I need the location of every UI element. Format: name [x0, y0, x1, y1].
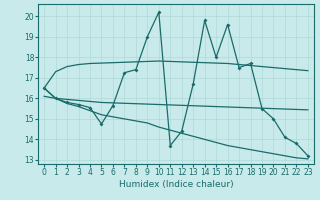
X-axis label: Humidex (Indice chaleur): Humidex (Indice chaleur) — [119, 180, 233, 189]
